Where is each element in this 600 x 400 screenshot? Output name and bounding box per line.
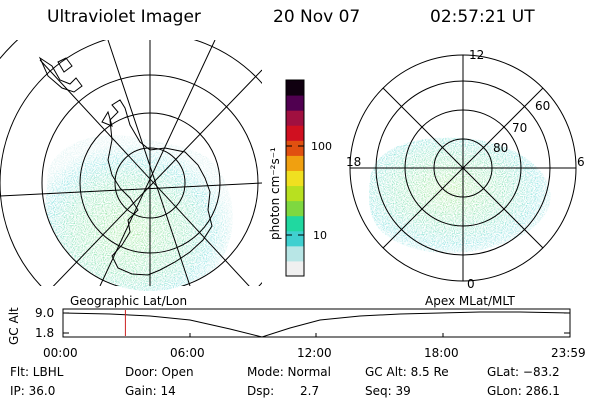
date-label: 20 Nov 07	[273, 7, 361, 27]
timeline-xtick-1: 06:00	[170, 346, 205, 360]
mlat-label-70: 70	[512, 121, 527, 135]
time-label: 02:57:21 UT	[430, 7, 535, 27]
glat-info: GLat: −83.2	[487, 365, 560, 379]
timeline-xtick-4: 23:59	[551, 346, 586, 360]
dsp-label: Dsp:	[247, 384, 275, 398]
colorbar-swatch	[286, 170, 304, 187]
geo-graticule	[0, 40, 262, 286]
timeline-xtick-2: 12:00	[297, 346, 332, 360]
colorbar-swatch	[286, 215, 304, 232]
colorbar-swatch	[286, 155, 304, 171]
mlat-label-60: 60	[535, 99, 550, 113]
timeline-ytick-max: 9.0	[35, 306, 54, 320]
colorbar-tick-100: 100	[311, 140, 332, 153]
colorbar-tick-10: 10	[313, 229, 327, 242]
colorbar-swatch	[286, 185, 304, 202]
seq-info: Seq: 39	[365, 384, 411, 398]
colorbar-swatch	[286, 140, 304, 156]
colorbar-swatch	[286, 200, 304, 217]
geographic-map	[0, 40, 262, 291]
door-info: Door: Open	[125, 365, 194, 379]
apex-map-caption: Apex MLat/MLT	[425, 294, 515, 308]
gc-alt-info: GC Alt: 8.5 Re	[365, 365, 449, 379]
mlt-label-6: 6	[577, 155, 585, 169]
instrument-title: Ultraviolet Imager	[47, 7, 201, 27]
altitude-timeline: GC Alt 9.0 1.8 00:00 06:00 12:00 18:00 2…	[7, 306, 586, 360]
colorbar-swatch	[286, 260, 304, 277]
colorbar-swatch	[286, 110, 304, 126]
geo-map-caption: Geographic Lat/Lon	[70, 294, 188, 308]
colorbar-swatch	[286, 95, 304, 111]
apex-aurora-emission	[369, 137, 551, 254]
geo-coastline	[38, 56, 213, 276]
timeline-xtick-3: 18:00	[424, 346, 459, 360]
mlat-label-80: 80	[493, 141, 508, 155]
timeline-xtick-0: 00:00	[43, 346, 78, 360]
ip-info: IP: 36.0	[10, 384, 56, 398]
gain-info: Gain: 14	[125, 384, 176, 398]
geo-aurora-emission	[45, 135, 233, 291]
colorbar-swatch	[286, 245, 304, 262]
colorbar-swatch	[286, 80, 304, 96]
colorbar-label: photon cm⁻²s⁻¹	[268, 147, 282, 240]
altitude-curve	[62, 311, 571, 338]
filter-info: Flt: LBHL	[10, 365, 64, 379]
mlt-label-12: 12	[469, 48, 484, 62]
timeline-ylabel: GC Alt	[7, 307, 21, 345]
dsp-value: 2.7	[300, 384, 320, 398]
colorbar-swatch	[286, 230, 304, 247]
mlt-label-18: 18	[346, 155, 361, 169]
timeline-ytick-min: 1.8	[35, 326, 54, 340]
apex-grid	[349, 54, 577, 282]
colorbar: 100 10 photon cm⁻²s⁻¹	[268, 79, 332, 277]
apex-map: 12 18 6 0 60 70 80	[346, 48, 585, 291]
colorbar-swatch	[286, 125, 304, 141]
mode-info: Mode: Normal	[247, 365, 331, 379]
mlt-label-0: 0	[467, 277, 475, 291]
glon-info: GLon: 286.1	[487, 384, 560, 398]
